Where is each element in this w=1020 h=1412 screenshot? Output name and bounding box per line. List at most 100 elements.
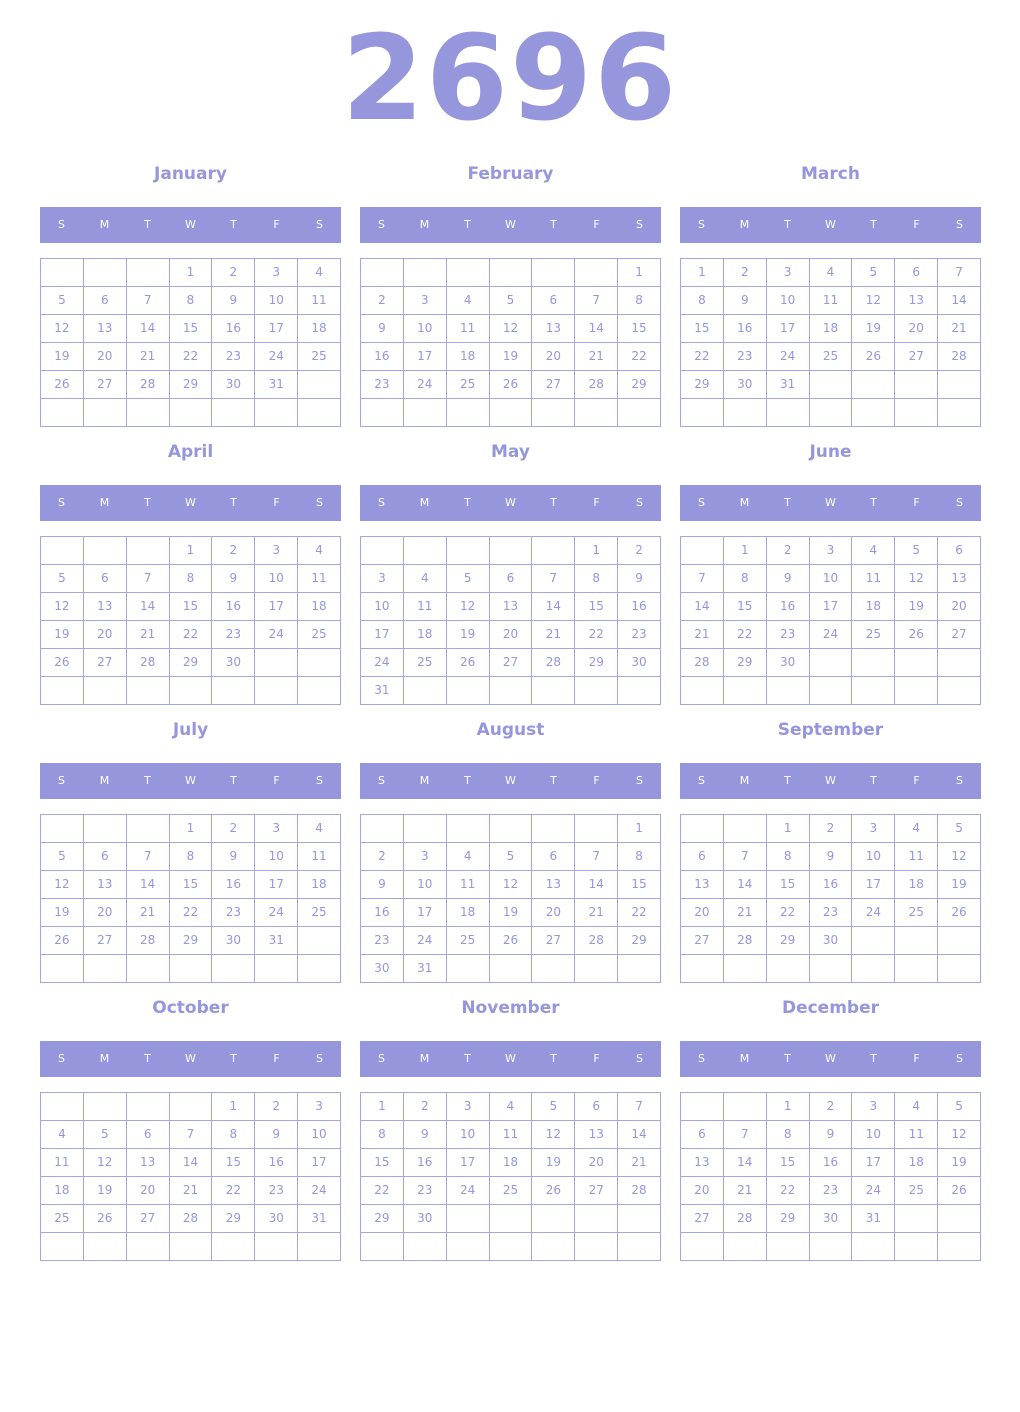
day-cell: [298, 399, 341, 427]
day-cell: 31: [766, 371, 810, 399]
day-cell: [938, 371, 981, 399]
day-cell: 19: [83, 1177, 127, 1205]
day-cell: 19: [41, 899, 84, 927]
day-cell: 15: [212, 1149, 256, 1177]
day-cell: 4: [895, 1093, 939, 1121]
day-cell: 14: [126, 315, 170, 343]
day-cell: 18: [895, 1149, 939, 1177]
day-cell: 17: [255, 315, 299, 343]
day-cell: 15: [618, 871, 661, 899]
day-cell: 7: [575, 287, 619, 315]
day-cell: 29: [618, 927, 661, 955]
day-cell: 3: [852, 1093, 896, 1121]
weekday-label: T: [230, 1052, 237, 1065]
day-cell: [83, 955, 127, 983]
day-cell: 28: [126, 927, 170, 955]
day-cell: 5: [852, 259, 896, 287]
day-cell: 9: [723, 287, 767, 315]
day-cell: 26: [938, 1177, 981, 1205]
day-cell: 3: [766, 259, 810, 287]
month-december: December S M T W T F S 1 2 3 4 5 6 7 8 9 10 11 12 13 14 15 16 17…: [680, 991, 981, 1261]
day-cell: 11: [446, 871, 490, 899]
day-cell: 5: [489, 843, 533, 871]
day-cell: 27: [532, 371, 576, 399]
weekday-label: S: [636, 1052, 643, 1065]
month-name: September: [777, 720, 884, 740]
day-cell: 23: [618, 621, 661, 649]
day-cell: [41, 399, 84, 427]
day-cell: [126, 259, 170, 287]
day-cell: [809, 955, 853, 983]
day-cell: 21: [723, 1177, 767, 1205]
day-cell: [403, 1233, 447, 1261]
day-cell: 25: [403, 649, 447, 677]
day-cell: [212, 955, 256, 983]
day-cell: 26: [852, 343, 896, 371]
day-cell: 30: [255, 1205, 299, 1233]
day-cell: 22: [212, 1177, 256, 1205]
day-cell: 20: [681, 899, 724, 927]
day-cell: [212, 1233, 256, 1261]
day-cell: 7: [126, 565, 170, 593]
weekday-label: T: [230, 218, 237, 231]
day-cell: 8: [169, 287, 213, 315]
month-name: January: [154, 164, 227, 184]
day-cell: [681, 537, 724, 565]
day-cell: 16: [766, 593, 810, 621]
day-cell: 8: [575, 565, 619, 593]
day-cell: 24: [255, 899, 299, 927]
day-cell: 17: [255, 871, 299, 899]
day-cell: 10: [361, 593, 404, 621]
day-cell: 24: [361, 649, 404, 677]
day-cell: 13: [575, 1121, 619, 1149]
day-cell: [255, 399, 299, 427]
day-cell: [766, 677, 810, 705]
day-cell: 30: [723, 371, 767, 399]
day-cell: 28: [575, 927, 619, 955]
day-cell: 23: [361, 927, 404, 955]
day-cell: 3: [403, 287, 447, 315]
day-cell: [169, 955, 213, 983]
weekday-label: M: [99, 774, 110, 787]
day-cell: [532, 399, 576, 427]
day-cell: [618, 1233, 661, 1261]
day-cell: 17: [403, 899, 447, 927]
day-cell: [446, 677, 490, 705]
day-cell: 31: [298, 1205, 341, 1233]
day-cell: 7: [532, 565, 576, 593]
day-cell: [618, 399, 661, 427]
weekday-label: T: [144, 496, 151, 509]
day-cell: 8: [681, 287, 724, 315]
day-cell: 21: [575, 343, 619, 371]
weekday-label: F: [913, 1052, 920, 1065]
day-cell: 1: [169, 259, 213, 287]
day-cell: [83, 259, 127, 287]
day-cell: 4: [489, 1093, 533, 1121]
day-cell: 28: [681, 649, 724, 677]
month-february: February S M T W T F S 1 2 3 4 5 6 7 8 9 10 11 12 13 14 15 16 17…: [360, 157, 661, 427]
weekday-label: F: [273, 774, 280, 787]
weekday-label: T: [550, 218, 557, 231]
day-cell: [532, 537, 576, 565]
weekday-label: T: [144, 218, 151, 231]
day-cell: 25: [489, 1177, 533, 1205]
day-cell: 19: [41, 343, 84, 371]
month-name: July: [172, 720, 209, 740]
day-cell: [575, 1233, 619, 1261]
weekday-label: T: [550, 774, 557, 787]
day-cell: [938, 677, 981, 705]
day-cell: 1: [169, 815, 213, 843]
day-cell: 30: [618, 649, 661, 677]
day-cell: [489, 259, 533, 287]
month-name: December: [781, 998, 880, 1018]
day-cell: 6: [895, 259, 939, 287]
day-cell: [938, 955, 981, 983]
day-cell: 6: [83, 843, 127, 871]
day-cell: 30: [809, 927, 853, 955]
weekday-label: S: [698, 218, 705, 231]
day-cell: [298, 1233, 341, 1261]
day-cell: 10: [403, 315, 447, 343]
weekday-label: T: [784, 1052, 791, 1065]
